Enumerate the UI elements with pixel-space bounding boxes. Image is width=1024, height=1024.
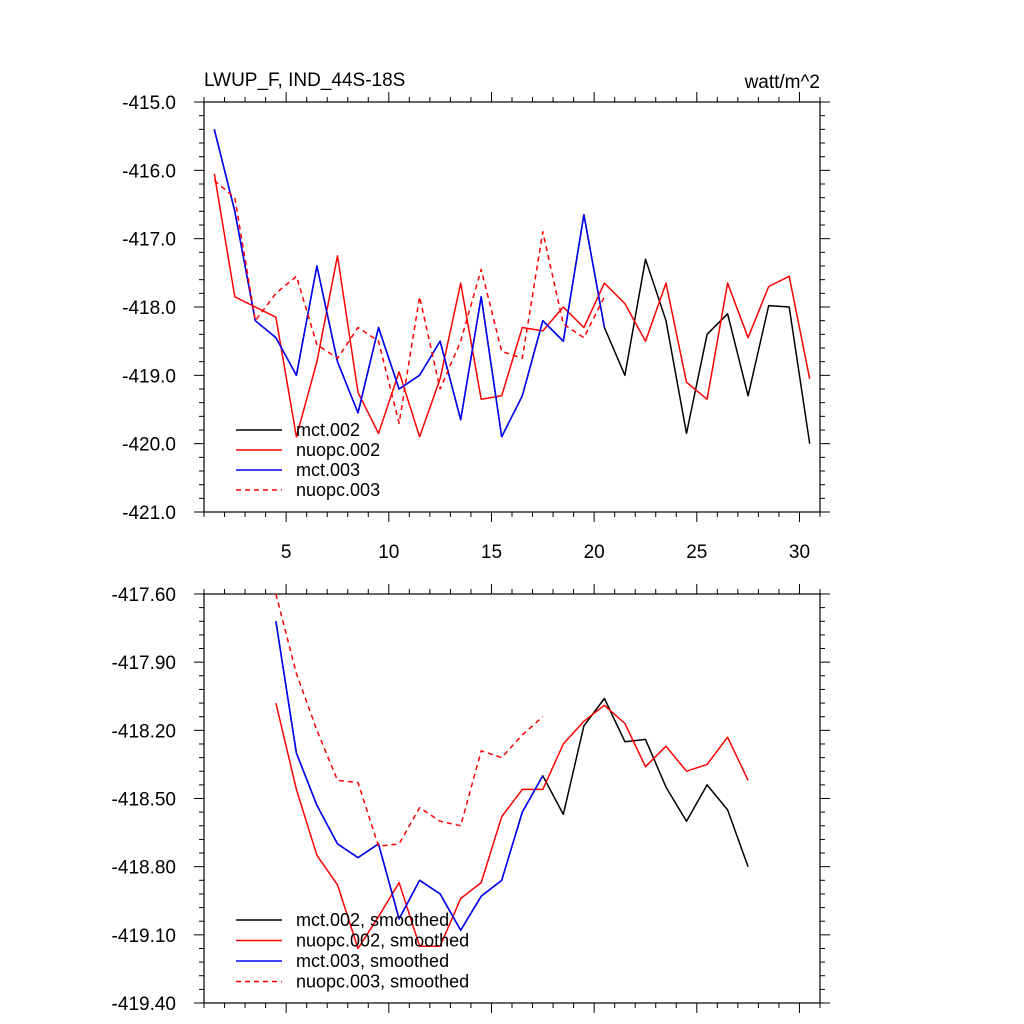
x-tick-label: 20 — [584, 542, 605, 563]
y-tick-label: -419.40 — [112, 994, 176, 1015]
series-line-mct-003 — [213, 129, 606, 438]
y-tick-label: -418.20 — [112, 721, 176, 742]
top-panel-units: watt/m^2 — [744, 72, 820, 93]
legend-label: mct.003 — [296, 460, 360, 480]
top-panel-title: LWUP_F, IND_44S-18S — [204, 70, 405, 91]
y-tick-label: -420.0 — [122, 435, 176, 456]
y-tick-label: -416.0 — [122, 161, 176, 182]
bottom-panel: -419.40 -419.10 -418.80 -418.50 -418.20 -417.… — [112, 584, 830, 1015]
series-line-nuopc-002 — [213, 173, 811, 438]
x-tick-label: 10 — [378, 542, 399, 563]
legend-label: mct.002 — [296, 420, 360, 440]
legend-label: nuopc.003, smoothed — [296, 972, 469, 992]
legend-label: mct.003, smoothed — [296, 951, 449, 971]
x-tick-label: 25 — [686, 542, 707, 563]
y-tick-label: -417.60 — [112, 585, 176, 606]
y-tick-label: -418.0 — [122, 298, 176, 319]
y-tick-label: -419.10 — [112, 926, 176, 947]
y-tick-label: -417.90 — [112, 653, 176, 674]
y-tick-label: -419.0 — [122, 366, 176, 387]
series-line-mct-003-smoothed — [275, 621, 544, 932]
series-line-nuopc-002-smoothed — [275, 702, 749, 950]
series-line-nuopc-003 — [213, 180, 606, 424]
top-panel: LWUP_F, IND_44S-18S watt/m^2 5 10 15 20 25 30… — [122, 70, 830, 563]
series-line-nuopc-003-smoothed — [275, 593, 544, 847]
legend-label: nuopc.002, smoothed — [296, 931, 469, 951]
x-tick-label: 30 — [789, 542, 810, 563]
x-tick-label: 5 — [281, 542, 292, 563]
y-tick-label: -418.50 — [112, 790, 176, 811]
y-tick-label: -418.80 — [112, 858, 176, 879]
legend-label: nuopc.003 — [296, 480, 380, 500]
legend-label: nuopc.002 — [296, 440, 380, 460]
y-tick-label: -417.0 — [122, 230, 176, 251]
y-tick-label: -415.0 — [122, 93, 176, 114]
legend-label: mct.002, smoothed — [296, 910, 449, 930]
y-tick-label: -421.0 — [122, 503, 176, 524]
x-tick-label: 15 — [481, 542, 502, 563]
